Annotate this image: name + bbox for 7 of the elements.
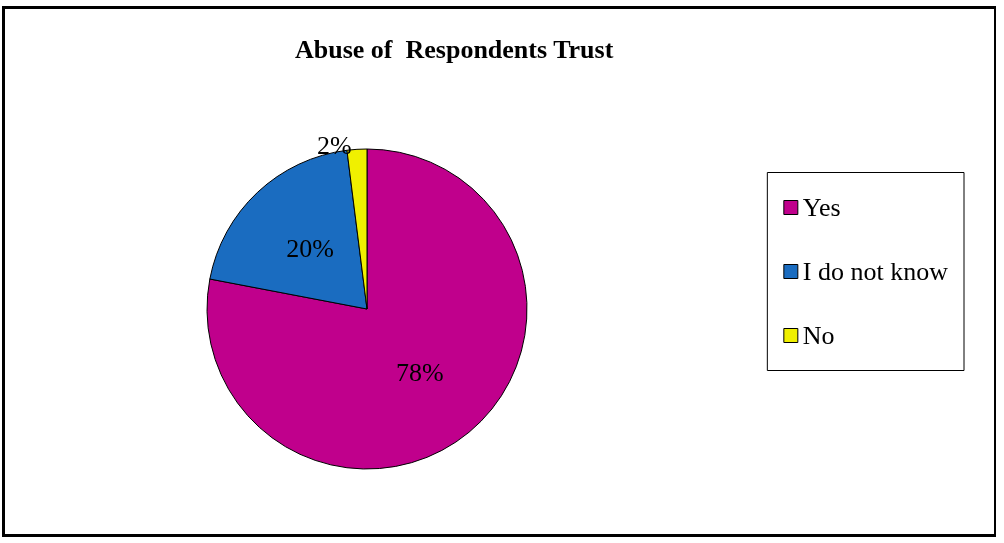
- legend-label: No: [802, 321, 835, 350]
- data-label: 2%: [317, 130, 352, 160]
- legend-label: Yes: [802, 193, 841, 222]
- data-label: 78%: [396, 358, 444, 388]
- data-label: 20%: [286, 234, 335, 263]
- legend-label: I do not know: [802, 257, 949, 286]
- chart-title: Abuse of Respondents Trust: [295, 34, 614, 64]
